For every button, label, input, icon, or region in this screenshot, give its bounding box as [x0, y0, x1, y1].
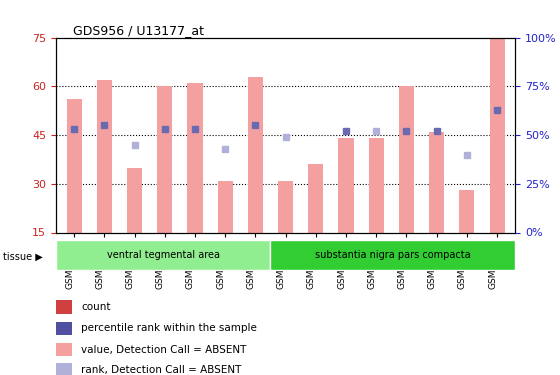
Text: rank, Detection Call = ABSENT: rank, Detection Call = ABSENT — [81, 364, 241, 375]
Bar — [218, 180, 233, 232]
Bar — [127, 168, 142, 232]
Bar — [278, 180, 293, 232]
Text: substantia nigra pars compacta: substantia nigra pars compacta — [315, 250, 470, 260]
Bar — [56, 300, 72, 313]
Bar — [368, 138, 384, 232]
Bar — [459, 190, 474, 232]
Text: percentile rank within the sample: percentile rank within the sample — [81, 323, 257, 333]
Bar — [67, 99, 82, 232]
Bar — [97, 80, 112, 232]
Text: ventral tegmental area: ventral tegmental area — [106, 250, 220, 260]
Bar — [338, 138, 353, 232]
Bar — [157, 86, 172, 232]
Text: count: count — [81, 302, 111, 312]
Bar — [399, 86, 414, 232]
Text: tissue ▶: tissue ▶ — [3, 252, 43, 262]
Bar — [248, 76, 263, 232]
Bar — [56, 363, 72, 375]
Bar — [56, 322, 72, 335]
Bar — [489, 38, 505, 232]
FancyBboxPatch shape — [56, 240, 270, 270]
FancyBboxPatch shape — [270, 240, 515, 270]
Bar — [56, 343, 72, 356]
Bar — [188, 83, 203, 232]
Bar — [429, 132, 444, 232]
Bar — [308, 164, 323, 232]
Text: GDS956 / U13177_at: GDS956 / U13177_at — [73, 24, 204, 38]
Text: value, Detection Call = ABSENT: value, Detection Call = ABSENT — [81, 345, 246, 355]
